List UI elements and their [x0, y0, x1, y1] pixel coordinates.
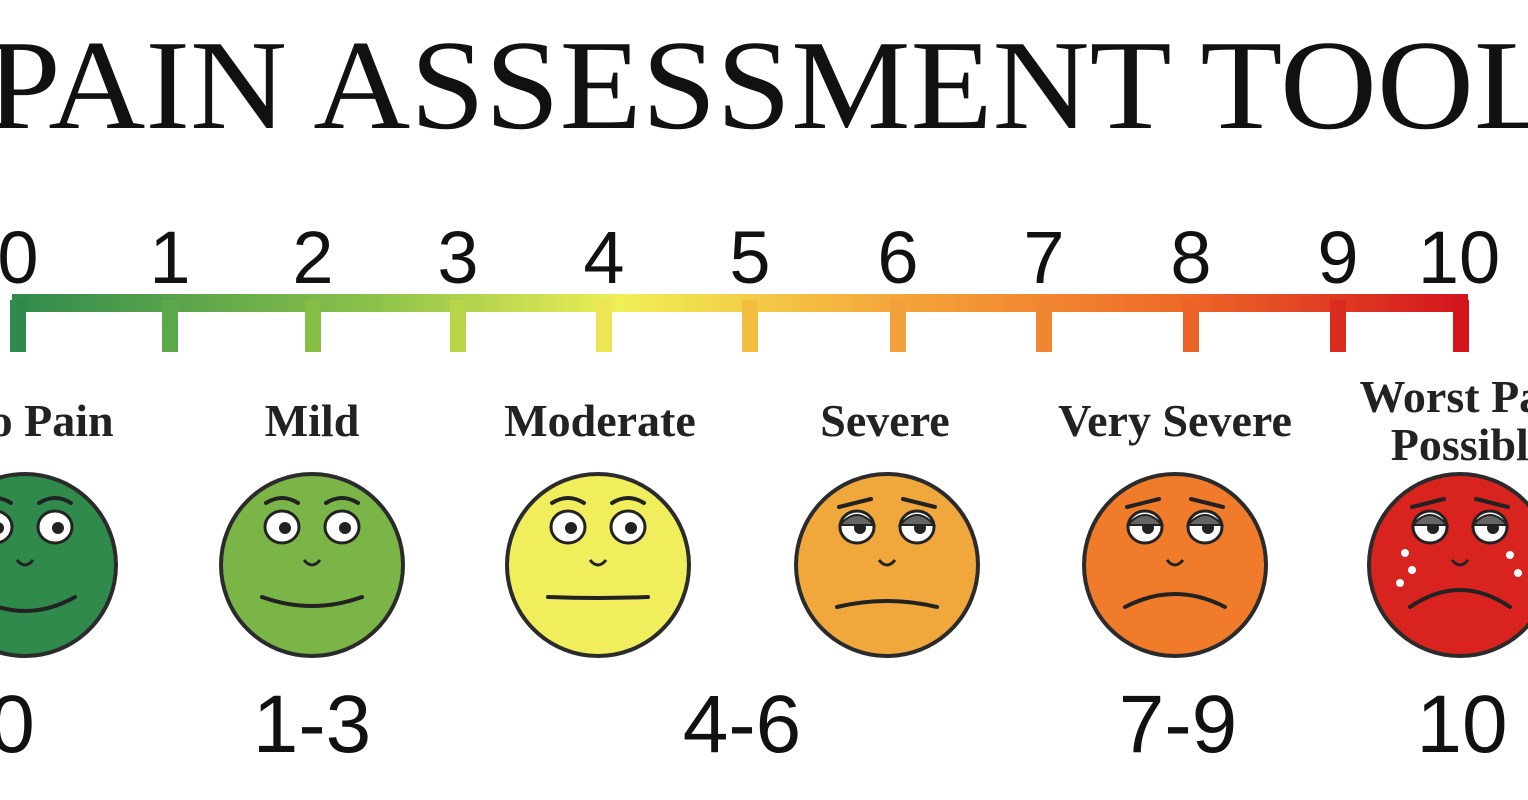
pupil: [339, 522, 351, 534]
scale-number: 10: [1418, 216, 1500, 299]
nose: [302, 559, 322, 567]
eyebrow: [1125, 497, 1161, 509]
eyebrow: [37, 496, 73, 505]
eyelid: [837, 514, 877, 526]
pain-level: Very Severe 7-9: [1058, 395, 1292, 770]
scale-number: 0: [0, 216, 39, 299]
scale-tick: [305, 300, 321, 352]
scale-number: 5: [729, 216, 770, 299]
pupil: [52, 522, 64, 534]
mouth: [260, 595, 364, 608]
eyelid: [1185, 514, 1225, 526]
level-label: Moderate: [504, 395, 696, 446]
eyelid: [897, 514, 937, 526]
mouth: [1408, 588, 1512, 609]
scale-tick: [1183, 300, 1199, 352]
scale-tick: [1036, 300, 1052, 352]
scale-tick: [596, 300, 612, 352]
range-label: 7-9: [1119, 679, 1238, 770]
pupil: [279, 522, 291, 534]
pain-level: No Pain 0: [0, 395, 118, 770]
eyebrow: [837, 497, 873, 509]
eye: [0, 510, 14, 544]
tear: [1401, 549, 1409, 557]
eyelid: [1470, 514, 1510, 526]
scale-number: 7: [1023, 216, 1064, 299]
eyebrow: [1189, 497, 1225, 509]
mouth: [1123, 592, 1227, 609]
eyebrow: [550, 496, 586, 505]
level-label: Severe: [820, 395, 949, 446]
nose: [1165, 559, 1185, 567]
range-label: 0: [0, 679, 35, 770]
eyebrow: [1410, 497, 1446, 509]
scale-number: 2: [292, 216, 333, 299]
level-label: No Pain: [0, 395, 114, 446]
scale-tick: [742, 300, 758, 352]
scale-tick: [10, 300, 26, 352]
title: PAIN ASSESSMENT TOOL: [0, 14, 1528, 156]
level-label: Worst Pain: [1359, 371, 1528, 422]
pupil: [565, 522, 577, 534]
scale-tick: [162, 300, 178, 352]
scale-bar: [12, 294, 1468, 312]
face: [1367, 472, 1528, 658]
nose: [15, 559, 35, 567]
range-label: 4-6: [683, 679, 802, 770]
nose: [1450, 559, 1470, 567]
nose: [588, 559, 608, 567]
scale-number: 4: [583, 216, 624, 299]
pupil: [625, 522, 637, 534]
tear: [1506, 551, 1514, 559]
eyebrow: [1474, 497, 1510, 509]
eyebrow: [264, 496, 300, 505]
scale-number: 8: [1170, 216, 1211, 299]
eyelid: [1410, 514, 1450, 526]
range-label: 10: [1416, 679, 1507, 770]
eyelid: [1125, 514, 1165, 526]
tear: [1408, 566, 1416, 574]
pain-level: Mild 1-3: [219, 395, 405, 770]
tear: [1514, 569, 1522, 577]
mouth: [0, 595, 77, 613]
level-label: Possible: [1391, 419, 1528, 470]
level-label: Mild: [265, 395, 360, 446]
scale-tick: [890, 300, 906, 352]
eyebrow: [324, 496, 360, 505]
eyebrow: [901, 497, 937, 509]
pupil: [0, 522, 4, 534]
pain-level: Severe 4-6: [683, 395, 980, 770]
scale-number: 1: [149, 216, 190, 299]
mouth: [546, 595, 650, 600]
scale-tick: [1330, 300, 1346, 352]
eyebrow: [610, 496, 646, 505]
scale-number: 9: [1317, 216, 1358, 299]
nose: [877, 559, 897, 567]
scale-number: 3: [437, 216, 478, 299]
face: [0, 472, 118, 658]
pain-level: Worst PainPossible 10: [1359, 371, 1528, 770]
pain-level: Moderate: [504, 395, 696, 658]
mouth: [835, 599, 939, 609]
scale-tick: [1453, 300, 1469, 352]
tear: [1396, 579, 1404, 587]
range-label: 1-3: [253, 679, 372, 770]
eyebrow: [0, 496, 13, 505]
scale-tick: [450, 300, 466, 352]
scale-number: 6: [877, 216, 918, 299]
level-label: Very Severe: [1058, 395, 1292, 446]
